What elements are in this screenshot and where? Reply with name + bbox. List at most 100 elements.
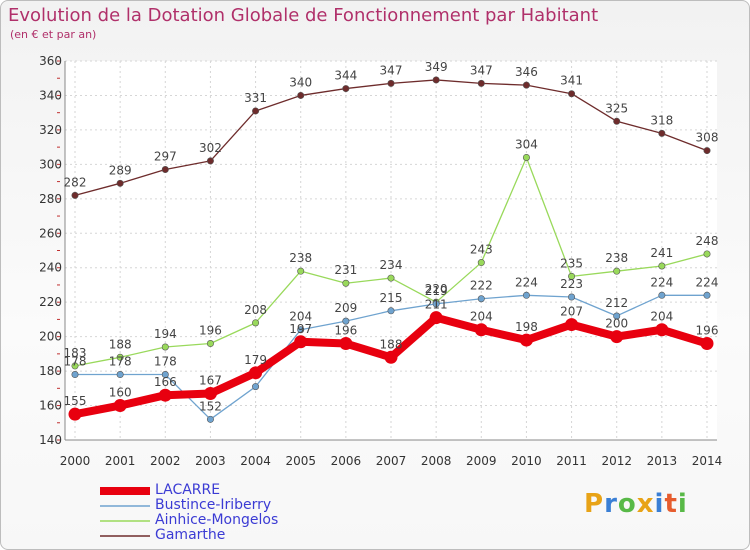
data-point-gamarthe — [71, 191, 79, 199]
data-point-ainhice-mongelos — [206, 340, 214, 348]
data-point-gamarthe — [297, 91, 305, 99]
data-label-bustince-iriberry: 209 — [334, 301, 357, 315]
y-tick-label: 140 — [39, 433, 62, 447]
data-label-bustince-iriberry: 224 — [650, 275, 673, 289]
data-point-lacarre — [384, 350, 398, 364]
data-label-lacarre: 207 — [560, 305, 583, 319]
data-point-lacarre — [565, 318, 579, 332]
data-label-bustince-iriberry: 224 — [515, 275, 538, 289]
data-point-bustince-iriberry — [522, 291, 530, 299]
data-label-gamarthe: 297 — [154, 150, 177, 164]
y-tick-label: 340 — [39, 88, 62, 102]
data-point-lacarre — [519, 333, 533, 347]
y-tick-label: 320 — [39, 123, 62, 137]
data-point-bustince-iriberry — [387, 307, 395, 315]
data-point-gamarthe — [432, 76, 440, 84]
data-label-ainhice-mongelos: 234 — [380, 258, 403, 272]
data-point-bustince-iriberry — [206, 415, 214, 423]
data-point-gamarthe — [387, 79, 395, 87]
x-tick-label: 2013 — [647, 454, 678, 468]
data-point-bustince-iriberry — [161, 371, 169, 379]
x-tick-label: 2003 — [195, 454, 226, 468]
data-point-gamarthe — [613, 117, 621, 125]
data-point-ainhice-mongelos — [568, 272, 576, 280]
data-label-ainhice-mongelos: 196 — [199, 324, 222, 338]
data-label-gamarthe: 347 — [470, 63, 493, 77]
logo-letter: r — [604, 489, 618, 519]
logo-letter: o — [617, 489, 637, 519]
data-point-bustince-iriberry — [116, 371, 124, 379]
data-label-bustince-iriberry: 212 — [605, 296, 628, 310]
data-label-lacarre: 200 — [605, 317, 628, 331]
logo-letter: x — [636, 489, 655, 519]
x-tick-label: 2010 — [511, 454, 542, 468]
proxiti-logo: Proxiti — [584, 489, 688, 519]
data-label-gamarthe: 282 — [64, 175, 87, 189]
y-tick-label: 260 — [39, 226, 62, 240]
data-point-bustince-iriberry — [658, 291, 666, 299]
x-tick-label: 2000 — [60, 454, 91, 468]
data-point-gamarthe — [703, 147, 711, 155]
data-label-ainhice-mongelos: 188 — [109, 337, 132, 351]
data-point-gamarthe — [161, 166, 169, 174]
data-label-ainhice-mongelos: 304 — [515, 137, 538, 151]
data-label-gamarthe: 331 — [244, 91, 267, 105]
y-tick-label: 220 — [39, 295, 62, 309]
data-point-lacarre — [68, 407, 82, 421]
data-point-gamarthe — [522, 81, 530, 89]
data-label-ainhice-mongelos: 235 — [560, 256, 583, 270]
data-label-lacarre: 166 — [154, 375, 177, 389]
data-point-bustince-iriberry — [297, 326, 305, 334]
x-tick-label: 2008 — [421, 454, 452, 468]
y-tick-label: 360 — [39, 54, 62, 68]
data-point-lacarre — [655, 323, 669, 337]
data-point-bustince-iriberry — [252, 383, 260, 391]
x-tick-label: 2009 — [466, 454, 497, 468]
data-label-gamarthe: 340 — [289, 75, 312, 89]
data-label-ainhice-mongelos: 238 — [605, 251, 628, 265]
data-label-ainhice-mongelos: 231 — [334, 263, 357, 277]
data-label-bustince-iriberry: 223 — [560, 277, 583, 291]
data-label-bustince-iriberry: 224 — [696, 275, 719, 289]
data-label-gamarthe: 344 — [334, 69, 357, 83]
data-label-bustince-iriberry: 219 — [425, 284, 448, 298]
data-label-ainhice-mongelos: 194 — [154, 327, 177, 341]
y-tick-label: 280 — [39, 192, 62, 206]
data-point-lacarre — [294, 335, 308, 349]
data-label-ainhice-mongelos: 183 — [64, 346, 87, 360]
data-point-ainhice-mongelos — [477, 259, 485, 267]
data-point-ainhice-mongelos — [342, 279, 350, 287]
data-label-lacarre: 197 — [289, 322, 312, 336]
legend-label-ainhice-mongelos: Ainhice-Mongelos — [155, 512, 279, 528]
data-point-gamarthe — [658, 129, 666, 137]
data-label-ainhice-mongelos: 241 — [650, 246, 673, 260]
data-label-ainhice-mongelos: 220 — [425, 282, 448, 296]
data-label-lacarre: 179 — [244, 353, 267, 367]
data-point-ainhice-mongelos — [71, 362, 79, 370]
data-label-gamarthe: 289 — [109, 163, 132, 177]
data-point-gamarthe — [342, 85, 350, 93]
data-point-gamarthe — [206, 157, 214, 165]
data-label-gamarthe: 347 — [380, 63, 403, 77]
data-point-ainhice-mongelos — [522, 153, 530, 161]
data-label-ainhice-mongelos: 238 — [289, 251, 312, 265]
y-tick-label: 160 — [39, 399, 62, 413]
logo-letter: i — [654, 489, 665, 519]
data-label-lacarre: 204 — [650, 310, 673, 324]
data-point-gamarthe — [568, 90, 576, 98]
data-label-gamarthe: 318 — [650, 113, 673, 127]
data-label-gamarthe: 341 — [560, 74, 583, 88]
data-label-gamarthe: 302 — [199, 141, 222, 155]
data-label-lacarre: 155 — [64, 394, 87, 408]
data-label-lacarre: 211 — [425, 298, 448, 312]
data-label-bustince-iriberry: 178 — [154, 355, 177, 369]
data-point-ainhice-mongelos — [297, 267, 305, 275]
legend-label-gamarthe: Gamarthe — [155, 527, 226, 543]
data-label-lacarre: 198 — [515, 320, 538, 334]
data-point-lacarre — [158, 388, 172, 402]
x-tick-label: 2011 — [556, 454, 587, 468]
data-label-gamarthe: 346 — [515, 65, 538, 79]
chart-subtitle: (en € et par an) — [10, 28, 97, 41]
data-point-ainhice-mongelos — [387, 274, 395, 282]
